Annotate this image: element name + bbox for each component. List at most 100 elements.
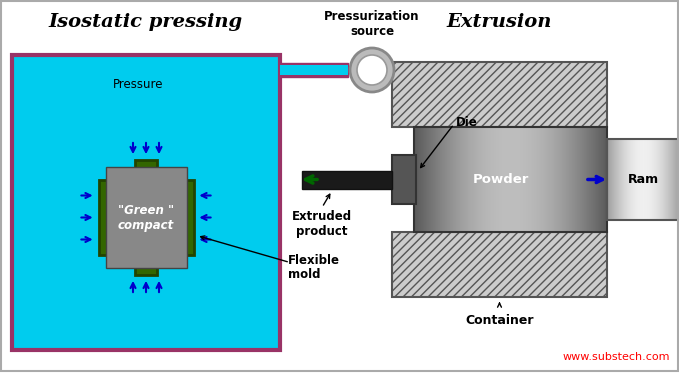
- Bar: [621, 139, 622, 220]
- Bar: [651, 139, 652, 220]
- Bar: [653, 139, 654, 220]
- Bar: [541, 127, 542, 232]
- Bar: [663, 139, 664, 220]
- Text: "Green "
compact: "Green " compact: [118, 204, 174, 232]
- Bar: [545, 127, 546, 232]
- Bar: [456, 127, 457, 232]
- Bar: [558, 127, 559, 232]
- Bar: [452, 127, 453, 232]
- Bar: [583, 127, 584, 232]
- Bar: [666, 139, 667, 220]
- Bar: [585, 127, 586, 232]
- Bar: [466, 127, 467, 232]
- Bar: [620, 139, 621, 220]
- Bar: [543, 127, 544, 232]
- Bar: [572, 127, 573, 232]
- Bar: [486, 127, 487, 232]
- Bar: [496, 127, 497, 232]
- Bar: [579, 127, 580, 232]
- Bar: [605, 127, 606, 232]
- Bar: [656, 139, 657, 220]
- Bar: [677, 139, 678, 220]
- Bar: [570, 127, 571, 232]
- Bar: [607, 139, 679, 220]
- Bar: [522, 127, 523, 232]
- Bar: [501, 127, 502, 232]
- Text: Powder: Powder: [473, 173, 529, 186]
- Bar: [520, 127, 521, 232]
- Bar: [571, 127, 572, 232]
- Bar: [511, 127, 512, 232]
- Bar: [563, 127, 564, 232]
- Bar: [542, 127, 543, 232]
- Bar: [591, 127, 592, 232]
- Bar: [442, 127, 443, 232]
- Bar: [484, 127, 485, 232]
- Bar: [457, 127, 458, 232]
- Bar: [600, 127, 601, 232]
- Bar: [536, 127, 537, 232]
- Bar: [392, 232, 607, 297]
- Bar: [479, 127, 480, 232]
- Text: Flexible
mold: Flexible mold: [288, 254, 340, 282]
- Bar: [455, 127, 456, 232]
- Bar: [640, 139, 641, 220]
- Bar: [421, 127, 422, 232]
- Bar: [535, 127, 536, 232]
- Bar: [547, 127, 548, 232]
- Bar: [510, 127, 511, 232]
- Bar: [566, 127, 567, 232]
- Bar: [611, 139, 612, 220]
- Bar: [495, 127, 496, 232]
- Bar: [548, 127, 549, 232]
- Bar: [512, 127, 513, 232]
- Bar: [458, 127, 459, 232]
- Bar: [527, 127, 528, 232]
- Bar: [578, 127, 579, 232]
- Bar: [450, 127, 451, 232]
- Bar: [590, 127, 591, 232]
- Bar: [629, 139, 630, 220]
- Bar: [587, 127, 588, 232]
- Bar: [648, 139, 649, 220]
- Bar: [569, 127, 570, 232]
- Bar: [673, 139, 674, 220]
- Bar: [582, 127, 583, 232]
- Bar: [580, 127, 581, 232]
- Circle shape: [357, 55, 387, 85]
- Bar: [414, 127, 415, 232]
- Bar: [508, 127, 509, 232]
- Bar: [426, 127, 427, 232]
- Bar: [464, 127, 465, 232]
- Bar: [670, 139, 671, 220]
- Bar: [612, 139, 613, 220]
- Bar: [504, 127, 505, 232]
- Bar: [432, 127, 433, 232]
- Bar: [642, 139, 643, 220]
- Bar: [448, 127, 449, 232]
- Bar: [422, 127, 423, 232]
- Bar: [664, 139, 665, 220]
- Bar: [477, 127, 478, 232]
- Text: Pressure: Pressure: [113, 78, 163, 91]
- Bar: [675, 139, 676, 220]
- Bar: [488, 127, 489, 232]
- Bar: [446, 127, 447, 232]
- Bar: [532, 127, 533, 232]
- Bar: [672, 139, 673, 220]
- Bar: [280, 63, 348, 77]
- Bar: [416, 127, 417, 232]
- Bar: [668, 139, 669, 220]
- Bar: [554, 127, 555, 232]
- Bar: [498, 127, 499, 232]
- Bar: [476, 127, 477, 232]
- Bar: [538, 127, 539, 232]
- Bar: [526, 127, 527, 232]
- Bar: [659, 139, 660, 220]
- Bar: [674, 139, 675, 220]
- Bar: [657, 139, 658, 220]
- Bar: [443, 127, 444, 232]
- Text: Isostatic pressing: Isostatic pressing: [49, 13, 243, 31]
- Bar: [631, 139, 632, 220]
- Bar: [481, 127, 482, 232]
